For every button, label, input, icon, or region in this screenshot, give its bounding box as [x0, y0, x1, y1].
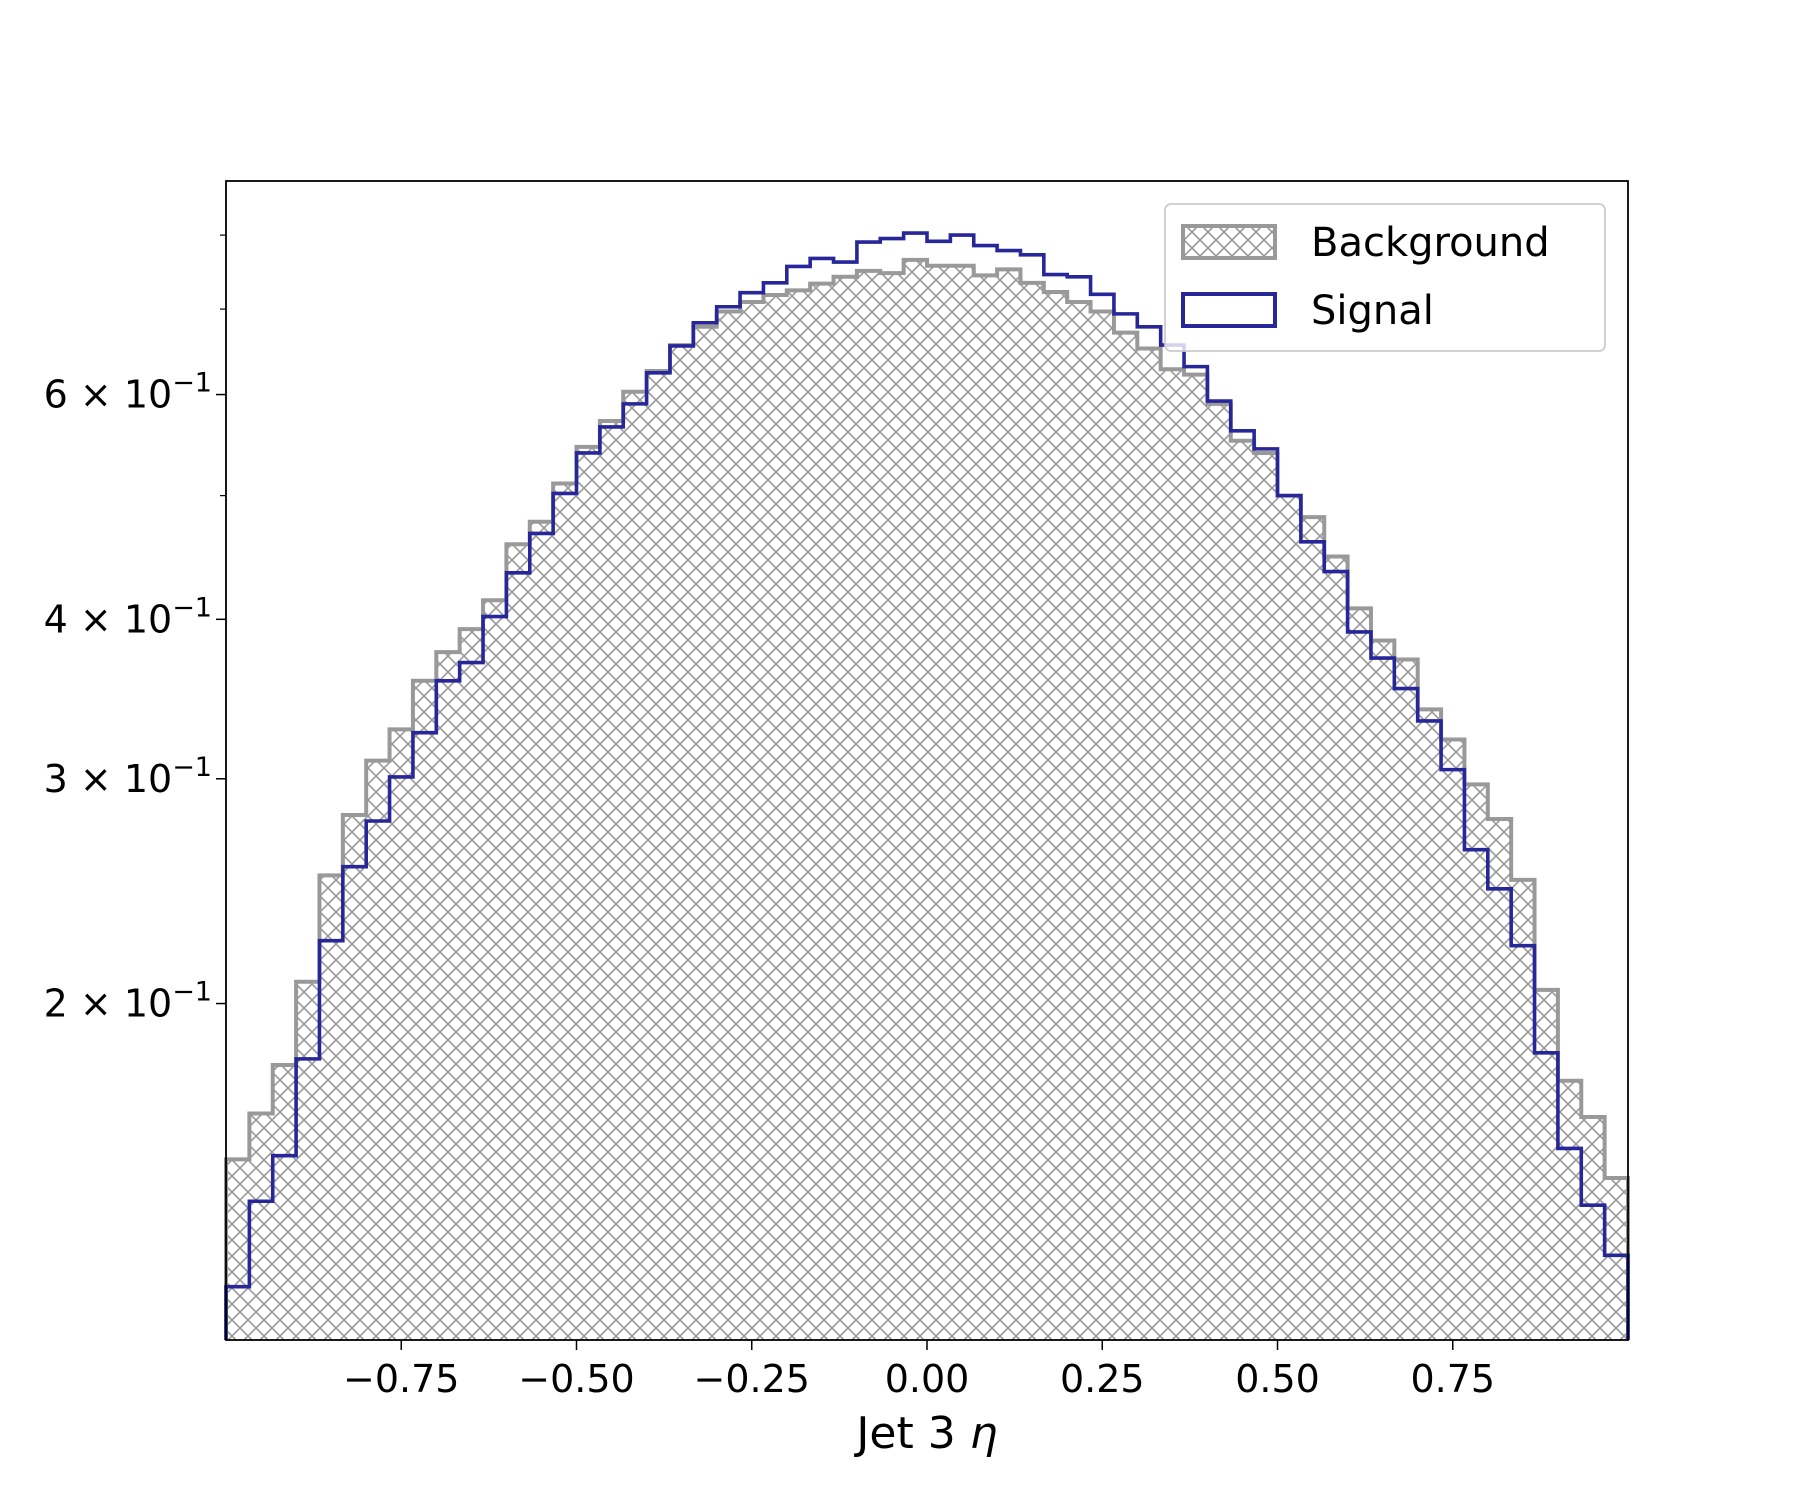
bar-background-36	[1067, 302, 1091, 1340]
bar-background-47	[1324, 556, 1348, 1340]
bar-background-16	[599, 421, 624, 1340]
x-axis: −0.75 −0.50 −0.25 0.00 0.25 0.50 0.75	[343, 1340, 1495, 1401]
legend-label-background: Background	[1311, 220, 1550, 266]
bar-background-23	[763, 295, 787, 1341]
bar-background-3	[296, 981, 320, 1340]
bar-background-56	[1534, 989, 1558, 1340]
x-tick-label: −0.50	[518, 1357, 634, 1401]
bar-background-2	[272, 1065, 297, 1340]
bar-background-9	[436, 652, 460, 1340]
bar-background-37	[1090, 311, 1114, 1340]
bar-background-4	[319, 875, 343, 1340]
bar-background-0	[226, 1159, 250, 1340]
bar-background-41	[1184, 374, 1208, 1340]
bar-background-38	[1113, 332, 1138, 1340]
bar-background-44	[1254, 452, 1278, 1340]
bar-background-43	[1230, 440, 1255, 1340]
bar-background-29	[903, 259, 927, 1341]
bar-background-19	[669, 345, 694, 1340]
bar-background-53	[1464, 784, 1488, 1340]
bar-background-39	[1137, 348, 1161, 1340]
plot-area	[224, 231, 1630, 1341]
legend-swatch-signal	[1181, 292, 1277, 328]
bar-background-17	[623, 391, 647, 1340]
bar-background-54	[1487, 819, 1512, 1340]
x-tick-label: 0.00	[885, 1357, 970, 1401]
series-background	[224, 257, 1630, 1341]
bar-background-26	[833, 276, 857, 1340]
bar-background-59	[1604, 1177, 1628, 1340]
bar-background-7	[389, 729, 413, 1340]
legend: Background Signal	[1164, 203, 1606, 352]
bar-background-6	[366, 760, 390, 1340]
bar-background-46	[1300, 517, 1325, 1340]
bar-background-33	[997, 269, 1021, 1340]
x-tick-label: 0.50	[1235, 1357, 1320, 1401]
bar-background-21	[716, 311, 741, 1340]
bar-background-15	[576, 446, 600, 1340]
bar-background-24	[786, 290, 811, 1340]
bar-background-51	[1417, 709, 1442, 1340]
bar-background-31	[950, 265, 974, 1340]
x-tick-label: 0.75	[1410, 1357, 1495, 1401]
x-tick-label: −0.25	[694, 1357, 810, 1401]
bar-background-32	[973, 275, 998, 1341]
series-signal	[224, 231, 1630, 1340]
bar-background-8	[412, 680, 437, 1340]
bar-background-25	[810, 283, 834, 1340]
bar-background-50	[1394, 659, 1418, 1340]
bar-background-28	[880, 273, 904, 1341]
bar-background-30	[927, 265, 951, 1340]
legend-swatch-background	[1181, 224, 1277, 260]
bar-background-57	[1557, 1080, 1582, 1340]
bar-background-18	[646, 371, 670, 1340]
y-tick-label: 3 × 10−1	[44, 752, 212, 801]
bar-background-22	[740, 302, 764, 1340]
bar-background-45	[1277, 495, 1301, 1340]
x-tick-label: −0.75	[343, 1357, 459, 1401]
bar-background-10	[459, 629, 484, 1340]
bar-background-13	[529, 521, 554, 1340]
x-axis-label: Jet 3 η	[853, 1408, 997, 1459]
step-outline-signal	[224, 231, 1630, 1340]
y-tick-label: 4 × 10−1	[44, 592, 212, 641]
bar-background-12	[506, 544, 530, 1340]
bar-background-20	[693, 326, 717, 1340]
bar-background-52	[1441, 739, 1465, 1340]
bar-background-40	[1160, 369, 1185, 1340]
bar-background-42	[1207, 403, 1231, 1340]
x-tick-label: 0.25	[1060, 1357, 1145, 1401]
bar-background-49	[1370, 640, 1395, 1340]
bar-background-48	[1347, 608, 1371, 1340]
bar-background-11	[483, 600, 507, 1340]
bar-background-34	[1020, 282, 1044, 1340]
y-tick-label: 6 × 10−1	[44, 368, 212, 417]
bar-background-14	[553, 483, 577, 1340]
bar-background-58	[1581, 1116, 1605, 1340]
bar-background-55	[1511, 879, 1535, 1340]
bar-background-35	[1043, 291, 1068, 1341]
legend-label-signal: Signal	[1311, 288, 1434, 334]
bar-background-1	[249, 1113, 273, 1340]
bar-background-5	[342, 815, 367, 1340]
y-tick-label: 2 × 10−1	[44, 977, 212, 1026]
y-axis: 2 × 10−1 3 × 10−1 4 × 10−1 6 × 10−1	[44, 234, 226, 1026]
bar-background-27	[856, 270, 881, 1340]
